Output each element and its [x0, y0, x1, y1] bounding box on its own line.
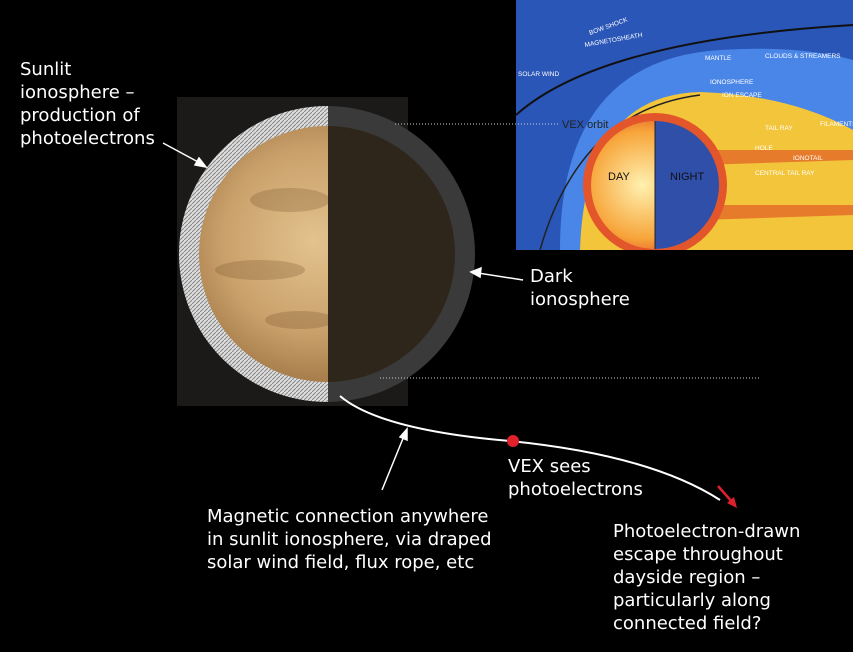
vex-label: VEX sees photoelectrons — [508, 456, 643, 500]
label-line: solar wind field, flux rope, etc — [207, 552, 474, 573]
inset-label: SOLAR WIND — [518, 71, 559, 78]
inset-label: NIGHT — [670, 171, 705, 183]
label-line: photoelectrons — [508, 479, 643, 500]
inset-diagram — [516, 0, 853, 250]
sunlit-label: Sunlit ionosphere – production of photoelec… — [20, 59, 155, 149]
label-line: in sunlit ionosphere, via draped — [207, 529, 492, 550]
dark-label: Dark ionosphere — [530, 266, 630, 310]
label-line: connected field? — [613, 613, 761, 634]
vex-position — [507, 435, 519, 447]
magnetic-label: Magnetic connection anywhere in sunlit io… — [207, 506, 492, 573]
label-line: ionosphere – — [20, 82, 135, 103]
label-line: Dark — [530, 266, 573, 287]
inset-label: CENTRAL TAIL RAY — [755, 170, 815, 177]
label-line: photoelectrons — [20, 128, 155, 149]
labels: Sunlit ionosphere – production of photoelec… — [20, 59, 800, 634]
inset-label: FILAMENTS — [820, 121, 853, 128]
inset-label: ION ESCAPE — [722, 92, 762, 99]
label-line: ionosphere — [530, 289, 630, 310]
inset-label: HOLE — [755, 145, 773, 152]
pointers — [162, 142, 524, 491]
label-line: escape throughout — [613, 544, 783, 565]
inset-label: VEX orbit — [562, 119, 608, 131]
inset-label: DAY — [608, 171, 630, 183]
venus-day — [199, 126, 328, 382]
escape-label: Photoelectron-drawn escape throughout days… — [613, 521, 800, 634]
label-line: particularly along — [613, 590, 771, 611]
label-line: Sunlit — [20, 59, 71, 80]
label-line: VEX sees — [508, 456, 591, 477]
inset-label: MANTLE — [705, 55, 732, 62]
cloud-texture — [215, 188, 328, 329]
inset-label: CLOUDS & STREAMERS — [765, 53, 841, 60]
inset-label: TAIL RAY — [765, 125, 793, 132]
label-line: Photoelectron-drawn — [613, 521, 800, 542]
label-line: Magnetic connection anywhere — [207, 506, 488, 527]
escape-arrow-head — [727, 497, 737, 508]
inset-label: IONOTAIL — [793, 155, 823, 162]
label-line: dayside region – — [613, 567, 760, 588]
inset-label: IONOSPHERE — [710, 79, 754, 86]
venus-night — [328, 126, 455, 382]
label-line: production of — [20, 105, 140, 126]
